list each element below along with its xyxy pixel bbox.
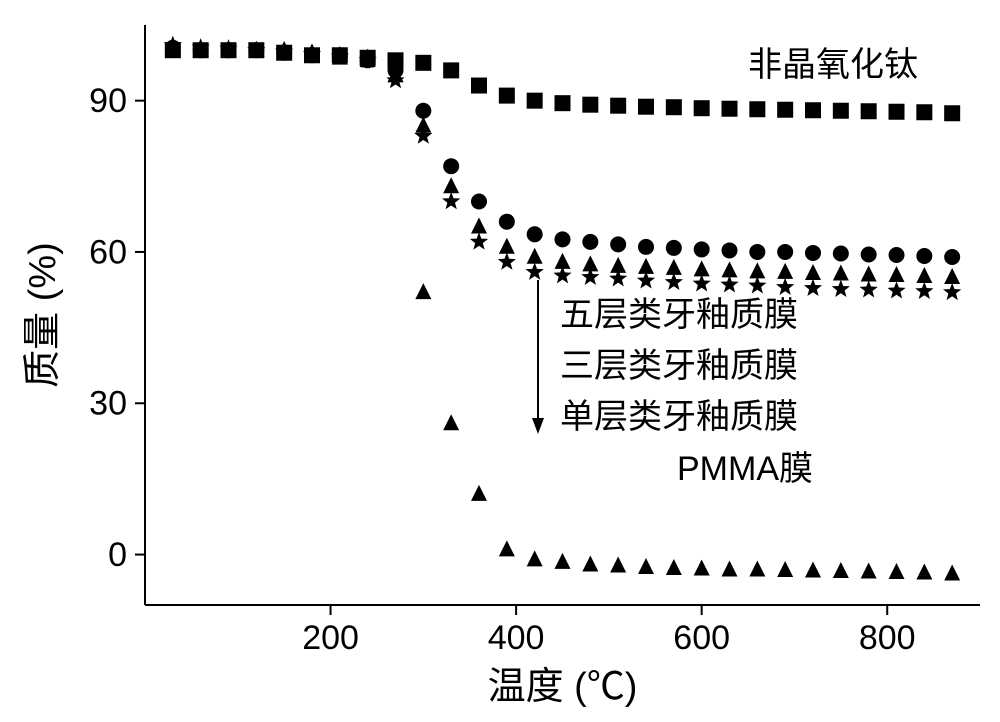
svg-text:0: 0: [108, 536, 127, 574]
chart-annotation: 五层类牙釉质膜: [560, 296, 798, 334]
svg-text:90: 90: [89, 82, 127, 120]
chart-annotation: 单层类牙釉质膜: [560, 398, 798, 436]
svg-text:30: 30: [89, 385, 127, 423]
svg-text:600: 600: [673, 619, 730, 657]
svg-text:400: 400: [488, 619, 545, 657]
tga-chart: 200 400 600 800 0 30 60 90 温度 (℃) 质量 (%) 非晶氧化钛五层类牙…: [0, 0, 1000, 722]
svg-text:800: 800: [859, 619, 916, 657]
svg-text:温度 (℃): 温度 (℃): [488, 666, 638, 708]
chart-svg: 200 400 600 800 0 30 60 90 温度 (℃) 质量 (%) 非晶氧化钛五层类牙…: [0, 0, 1000, 722]
chart-annotation: 三层类牙釉质膜: [560, 347, 798, 385]
svg-text:200: 200: [302, 619, 359, 657]
chart-annotation: 非晶氧化钛: [748, 46, 918, 84]
chart-annotation: PMMA膜: [677, 450, 813, 488]
svg-text:60: 60: [89, 233, 127, 271]
svg-text:质量 (%): 质量 (%): [22, 242, 64, 388]
